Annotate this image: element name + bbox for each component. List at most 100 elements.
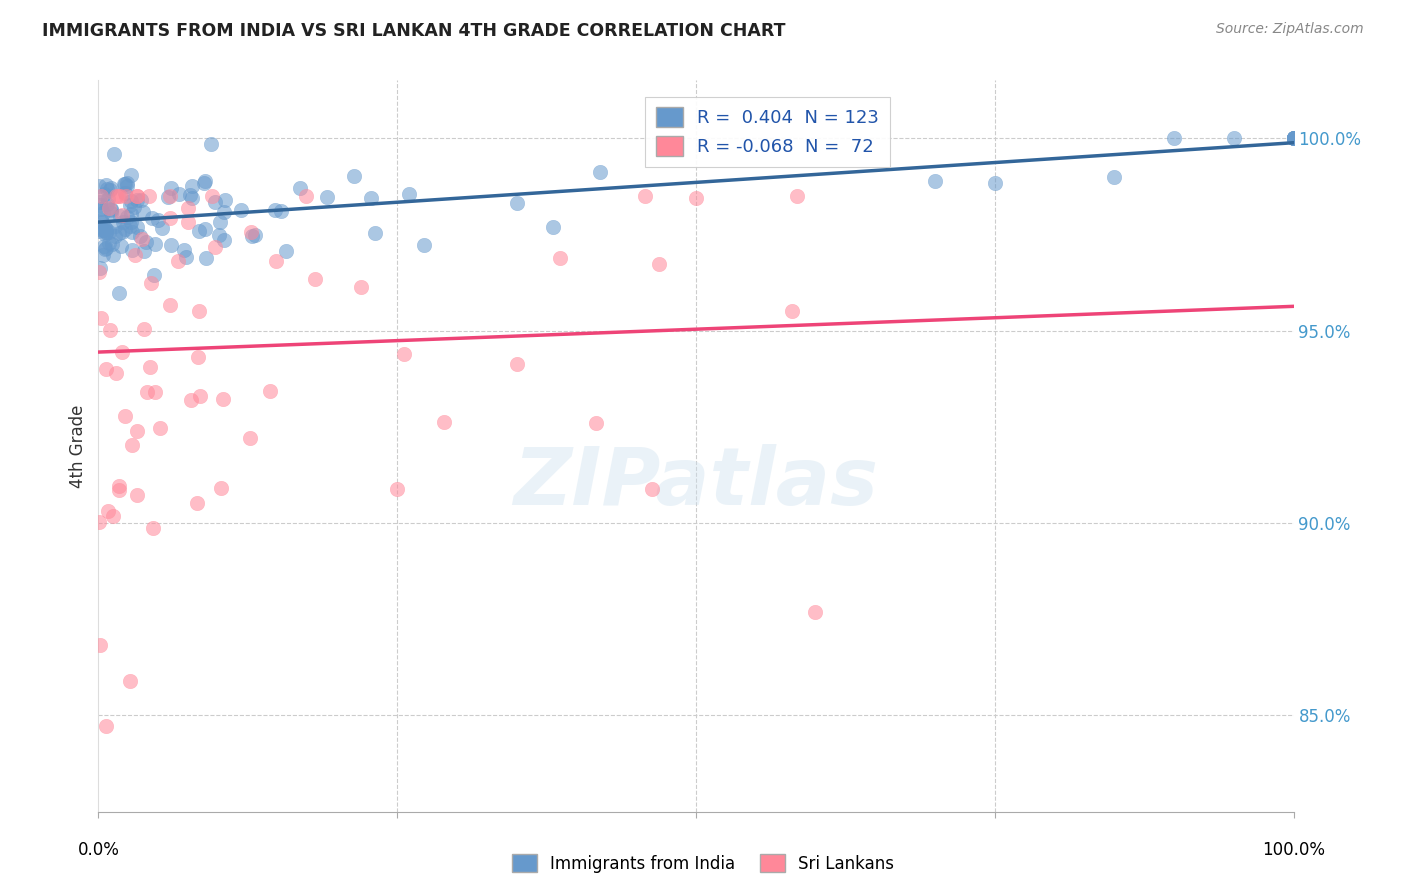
Point [143, 236, 166, 251]
Point [100, 206, 122, 220]
Point [124, 248, 146, 262]
Point [1282, 131, 1305, 145]
Point [97, 201, 120, 215]
Point [104, 219, 127, 234]
Point [270, 204, 292, 219]
Point [107, 286, 129, 301]
Point [1282, 131, 1305, 145]
Point [188, 303, 211, 318]
Point [110, 239, 132, 253]
Point [212, 392, 235, 406]
Point [360, 191, 382, 205]
Point [159, 211, 181, 226]
Point [111, 215, 134, 229]
Point [93, 227, 115, 241]
Legend: Immigrants from India, Sri Lankans: Immigrants from India, Sri Lankans [505, 847, 901, 880]
Point [101, 508, 124, 523]
Point [181, 179, 204, 194]
Point [94, 178, 117, 192]
Point [412, 238, 434, 252]
Point [91, 222, 114, 236]
Point [93, 187, 115, 202]
Point [128, 229, 150, 244]
Point [1282, 131, 1305, 145]
Point [295, 188, 318, 202]
Point [94, 719, 117, 733]
Point [132, 322, 155, 336]
Point [108, 226, 131, 240]
Point [100, 202, 122, 217]
Point [112, 177, 135, 191]
Point [786, 188, 808, 202]
Point [159, 181, 181, 195]
Point [127, 487, 149, 501]
Point [780, 304, 803, 318]
Point [121, 438, 143, 452]
Point [243, 228, 266, 243]
Point [239, 431, 262, 445]
Point [94, 242, 117, 256]
Point [398, 186, 420, 201]
Point [177, 215, 200, 229]
Text: Source: ZipAtlas.com: Source: ZipAtlas.com [1216, 22, 1364, 37]
Point [114, 409, 136, 423]
Point [159, 188, 181, 202]
Point [127, 193, 149, 207]
Point [141, 276, 163, 290]
Point [142, 520, 165, 534]
Point [90, 311, 112, 326]
Point [541, 219, 564, 234]
Point [114, 222, 136, 236]
Point [180, 393, 202, 408]
Point [1282, 131, 1305, 145]
Point [264, 203, 287, 218]
Point [181, 191, 204, 205]
Point [94, 225, 117, 239]
Point [105, 188, 128, 202]
Point [103, 146, 125, 161]
Point [143, 385, 166, 400]
Point [98, 183, 121, 197]
Point [120, 215, 142, 229]
Point [924, 174, 946, 188]
Point [193, 174, 215, 188]
Point [115, 177, 138, 191]
Point [118, 674, 141, 689]
Point [641, 482, 664, 496]
Point [179, 187, 201, 202]
Point [167, 253, 190, 268]
Text: ZIPatlas: ZIPatlas [513, 443, 879, 522]
Point [634, 188, 657, 202]
Point [364, 226, 387, 240]
Point [136, 385, 159, 400]
Point [100, 323, 122, 337]
Point [125, 188, 148, 202]
Point [188, 224, 211, 238]
Point [585, 416, 607, 430]
Point [87, 515, 110, 529]
Point [94, 222, 117, 236]
Point [135, 235, 157, 249]
Point [152, 221, 174, 235]
Point [138, 188, 160, 202]
Point [804, 605, 827, 619]
Point [134, 244, 156, 258]
Point [115, 188, 138, 202]
Point [120, 168, 142, 182]
Point [100, 180, 122, 194]
Text: 0.0%: 0.0% [77, 841, 120, 859]
Point [1163, 131, 1185, 145]
Point [204, 195, 226, 210]
Point [87, 224, 110, 238]
Point [141, 211, 163, 225]
Point [101, 248, 124, 262]
Point [114, 177, 136, 191]
Point [96, 197, 118, 211]
Point [114, 186, 136, 201]
Point [111, 208, 134, 222]
Point [350, 280, 373, 294]
Point [120, 194, 142, 208]
Point [1282, 131, 1305, 145]
Point [343, 169, 366, 184]
Point [229, 202, 252, 217]
